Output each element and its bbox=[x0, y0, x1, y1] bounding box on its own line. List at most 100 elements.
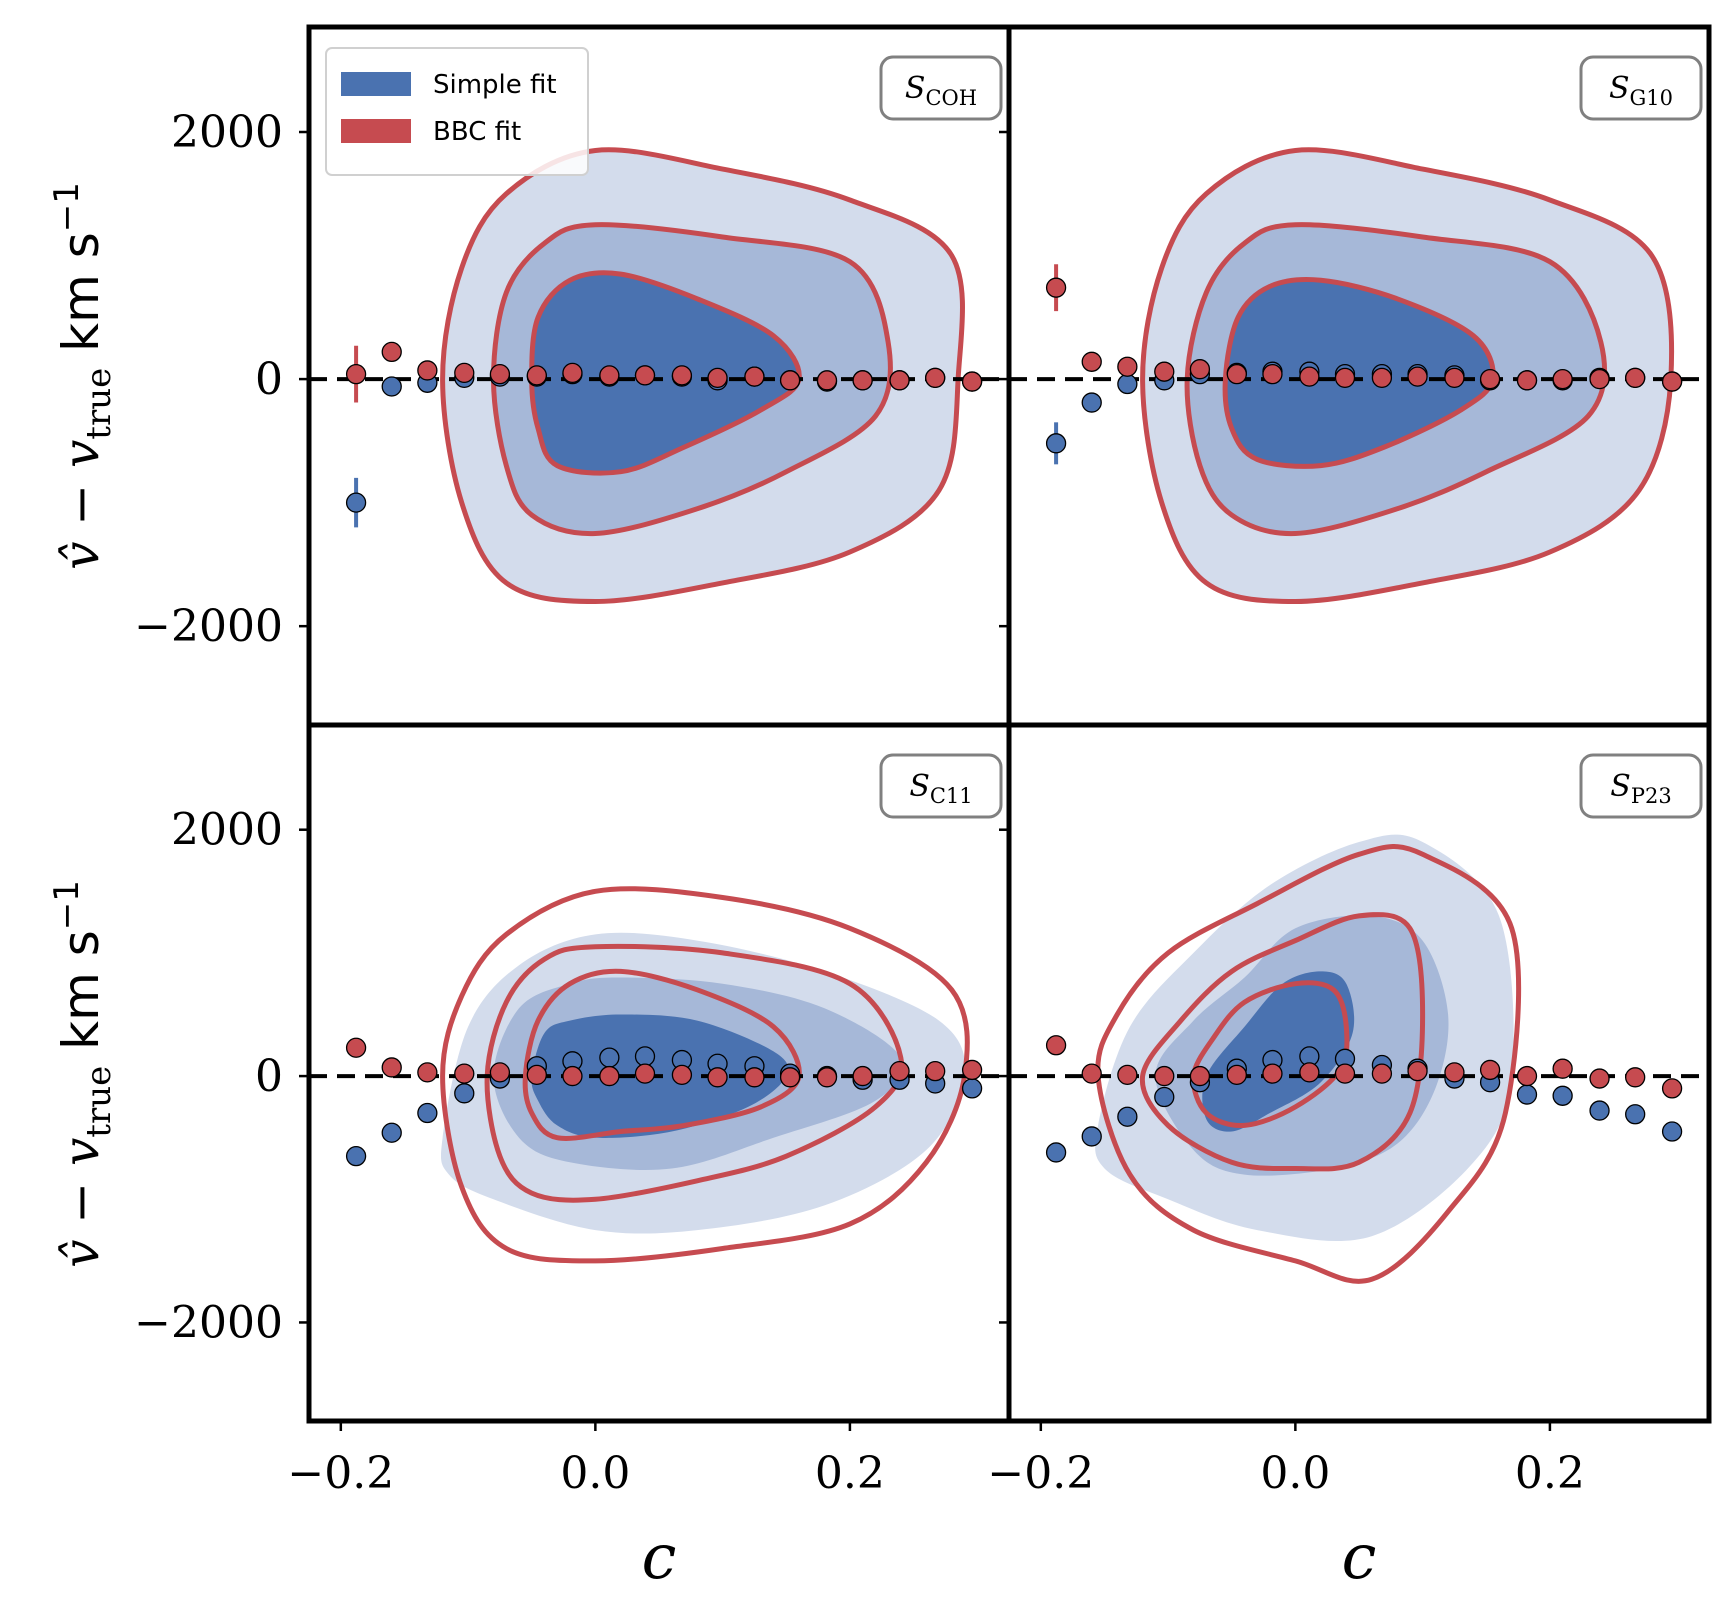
simple-fit-point bbox=[1589, 1100, 1610, 1121]
simple-fit-point bbox=[1081, 1126, 1102, 1147]
bbc-fit-point bbox=[1081, 351, 1102, 372]
y-axis-label-exponent: −1 bbox=[47, 880, 87, 930]
panel-label-badge bbox=[1579, 753, 1703, 819]
x-tick-label: −0.2 bbox=[987, 1448, 1094, 1499]
bbc-fit-point bbox=[417, 360, 438, 381]
bbc-fit-point bbox=[562, 362, 583, 384]
bbc-fit-point bbox=[1226, 1064, 1247, 1085]
bbc-fit-point bbox=[381, 341, 402, 363]
simple-fit-point bbox=[345, 492, 367, 513]
x-axis-label-left: c bbox=[642, 1520, 677, 1593]
simple-fit-point bbox=[1154, 1086, 1175, 1108]
x-tick-label: 0.0 bbox=[560, 1448, 630, 1499]
bbc-fit-point bbox=[1625, 367, 1646, 389]
bbc-fit-point bbox=[1154, 1065, 1175, 1087]
simple-fit-point bbox=[345, 1146, 367, 1167]
bbc-fit-contour-inner bbox=[1190, 980, 1350, 1128]
bbc-fit-point bbox=[1117, 1064, 1138, 1085]
simple-fit-point bbox=[1516, 1084, 1538, 1105]
legend-label: BBC fit bbox=[433, 117, 521, 147]
bbc-fit-point bbox=[671, 365, 693, 386]
bbc-fit-point bbox=[889, 1061, 910, 1082]
x-tick-label: 0.2 bbox=[1515, 1448, 1585, 1499]
legend-swatch bbox=[341, 119, 411, 143]
bbc-fit-point bbox=[1371, 367, 1393, 389]
panel-label-sub: C11 bbox=[930, 784, 973, 808]
bbc-fit-contour-outer bbox=[1095, 844, 1522, 1284]
bbc-fit-point bbox=[526, 1064, 547, 1085]
simple-fit-contour-inner bbox=[1225, 279, 1494, 467]
y-axis-label-exponent: −1 bbox=[47, 182, 87, 232]
bbc-fit-point bbox=[381, 1057, 402, 1078]
panel-label-base: S bbox=[905, 71, 926, 106]
bbc-fit-point bbox=[744, 1067, 765, 1088]
bbc-fit-contour-mid bbox=[490, 222, 893, 537]
bbc-fit-point bbox=[1661, 371, 1683, 392]
bbc-fit-point bbox=[961, 371, 983, 392]
panel-label-badge bbox=[1579, 55, 1703, 121]
bbc-fit-point bbox=[1189, 1065, 1211, 1087]
bbc-fit-point bbox=[1407, 366, 1428, 387]
y-axis-label-subscript: true bbox=[79, 368, 119, 440]
x-tick-label: 0.0 bbox=[1260, 1448, 1330, 1499]
panel-plot-area bbox=[1009, 147, 1709, 605]
bbc-fit-point bbox=[599, 1065, 620, 1087]
bbc-fit-point bbox=[1299, 1062, 1320, 1083]
simple-fit-point bbox=[1552, 1085, 1573, 1106]
bbc-fit-point bbox=[671, 1064, 693, 1085]
y-axis-label-top: v̂ − vtrue km s−1 bbox=[47, 182, 119, 570]
bbc-fit-point bbox=[1226, 363, 1247, 385]
legend-swatch bbox=[341, 72, 411, 96]
panel-label-base: S bbox=[1609, 71, 1630, 106]
simple-fit-point bbox=[454, 1083, 475, 1104]
simple-fit-contour-inner bbox=[1202, 971, 1355, 1132]
panel-label-sub: COH bbox=[925, 86, 977, 110]
bbc-fit-point bbox=[1407, 1061, 1428, 1082]
bbc-fit-point bbox=[1552, 1058, 1573, 1079]
bbc-fit-point bbox=[961, 1059, 983, 1081]
bbc-fit-point bbox=[707, 367, 728, 389]
simple-fit-point bbox=[417, 1102, 438, 1124]
bbc-fit-point bbox=[1081, 1063, 1102, 1084]
y-axis-label-units: km s bbox=[52, 232, 110, 368]
bbc-fit-point bbox=[1516, 1065, 1538, 1087]
y-axis-label-bottom: v̂ − vtrue km s−1 bbox=[47, 880, 119, 1268]
bbc-fit-point bbox=[1045, 1035, 1067, 1056]
bbc-fit-point bbox=[345, 363, 367, 385]
y-axis-label-subscript: true bbox=[79, 1066, 119, 1138]
bbc-fit-point bbox=[1444, 1062, 1465, 1083]
y-axis-label-math: v̂ − v bbox=[52, 440, 110, 570]
legend-label: Simple fit bbox=[433, 70, 557, 100]
bbc-fit-point bbox=[707, 1067, 728, 1088]
simple-fit-point bbox=[1045, 433, 1067, 454]
bbc-fit-point bbox=[489, 363, 511, 385]
x-tick-label: 0.2 bbox=[815, 1448, 885, 1499]
bbc-fit-point bbox=[489, 1062, 511, 1083]
simple-fit-point bbox=[381, 1122, 402, 1143]
bbc-fit-point bbox=[852, 1065, 873, 1087]
bbc-fit-point bbox=[634, 365, 656, 386]
bbc-fit-point bbox=[454, 1063, 475, 1084]
panel-label: SG10 bbox=[1609, 71, 1673, 110]
x-tick-label: −0.2 bbox=[287, 1448, 394, 1499]
panel-label-base: S bbox=[909, 769, 930, 804]
bbc-fit-point bbox=[1661, 1078, 1683, 1099]
bbc-fit-point bbox=[852, 370, 873, 391]
bbc-fit-point bbox=[599, 365, 620, 386]
y-tick-label: 0 bbox=[255, 354, 283, 405]
panel-g10: SG10 bbox=[999, 55, 1709, 628]
bbc-fit-point bbox=[634, 1063, 656, 1084]
panel-label-base: S bbox=[1610, 769, 1631, 804]
panel-p23: −0.2 0.0 0.2 SP23 bbox=[987, 753, 1709, 1499]
panel-c11: −2000 0 2000 −0.2 0.0 0.2 SC11 bbox=[134, 753, 1009, 1499]
simple-fit-point bbox=[1117, 1106, 1138, 1127]
bbc-fit-point bbox=[345, 1037, 367, 1058]
simple-fit-point bbox=[961, 1078, 983, 1099]
panel-coh: −2000 0 2000 SCOH Simple fit BBC fit bbox=[134, 47, 1009, 652]
x-axis-label-right: c bbox=[1342, 1520, 1377, 1593]
bbc-fit-point bbox=[1444, 367, 1465, 389]
bbc-fit-point bbox=[454, 362, 475, 384]
bbc-fit-point bbox=[526, 365, 547, 386]
